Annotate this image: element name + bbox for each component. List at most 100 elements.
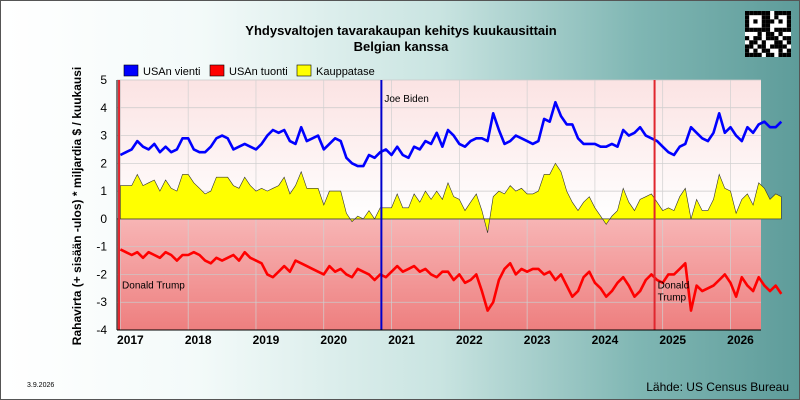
president-label-line: Trump xyxy=(658,292,687,303)
qr-module xyxy=(786,40,791,45)
qr-module xyxy=(774,36,779,41)
qr-module xyxy=(786,48,791,53)
qr-module xyxy=(770,31,775,37)
qr-module xyxy=(745,48,750,53)
qr-module xyxy=(753,19,758,24)
qr-module xyxy=(774,44,779,49)
y-tick-label: 3 xyxy=(100,129,107,143)
qr-module xyxy=(778,11,783,16)
x-tick-label: 2024 xyxy=(592,333,619,347)
qr-module xyxy=(782,52,787,57)
legend-label: USAn vienti xyxy=(143,66,200,78)
y-axis-ticks: 5 4 3 2 1 0 -1 -2 -3 -4 xyxy=(96,73,761,337)
qr-module xyxy=(786,27,791,32)
qr-module xyxy=(778,19,783,24)
qr-module xyxy=(761,19,766,24)
qr-module xyxy=(765,23,771,28)
x-tick-label: 2025 xyxy=(659,333,686,347)
qr-module xyxy=(745,36,750,41)
x-tick-label: 2020 xyxy=(320,333,347,347)
qr-module xyxy=(745,44,750,49)
qr-module xyxy=(778,44,783,49)
president-label-line: Joe Biden xyxy=(384,94,428,105)
qr-module xyxy=(761,23,766,28)
qr-module xyxy=(757,36,762,41)
qr-module xyxy=(782,27,787,32)
qr-module xyxy=(761,27,766,32)
qr-module xyxy=(745,27,750,32)
imports-line xyxy=(119,248,783,312)
chart-title: Yhdysvaltojen tavarakaupan kehitys kuuka… xyxy=(245,23,556,38)
qr-module xyxy=(761,48,766,53)
president-label: Joe Biden xyxy=(384,94,428,105)
qr-module xyxy=(745,23,750,28)
qr-module xyxy=(778,48,783,53)
qr-module xyxy=(761,44,766,49)
qr-module xyxy=(786,23,791,28)
x-tick-label: 2022 xyxy=(456,333,483,347)
qr-module xyxy=(765,11,771,16)
qr-module xyxy=(770,52,775,57)
qr-module xyxy=(749,44,754,49)
x-tick-label: 2018 xyxy=(185,333,212,347)
x-axis-ticks: 2017 2018 2019 2020 2021 2022 2023 2024 2025 2026 xyxy=(117,333,754,347)
qr-module xyxy=(765,15,771,20)
qr-module xyxy=(782,11,787,16)
series-lines xyxy=(119,100,783,312)
y-tick-label: -3 xyxy=(96,295,107,309)
legend: USAn vienti USAn tuonti Kauppatase xyxy=(123,64,375,78)
exports-line xyxy=(119,100,783,168)
qr-module xyxy=(745,52,750,57)
qr-module xyxy=(774,11,779,16)
y-tick-label: 1 xyxy=(100,184,107,198)
y-tick-label: -4 xyxy=(96,323,107,337)
qr-module xyxy=(786,52,791,57)
qr-module xyxy=(757,11,762,16)
qr-module xyxy=(765,31,771,37)
x-tick-label: 2026 xyxy=(727,333,754,347)
y-tick-label: 5 xyxy=(100,73,107,87)
y-tick-label: -2 xyxy=(96,267,107,281)
qr-module xyxy=(770,19,775,24)
qr-module xyxy=(765,19,771,24)
qr-module xyxy=(782,36,787,41)
qr-module xyxy=(761,40,766,45)
qr-module xyxy=(757,44,762,49)
date-stamp: 3.9.2026 xyxy=(27,382,54,389)
legend-swatch xyxy=(209,64,225,77)
qr-module xyxy=(778,27,783,32)
y-tick-label: 2 xyxy=(100,156,107,170)
qr-module xyxy=(774,40,779,45)
qr-module xyxy=(765,52,771,57)
legend-label: USAn tuonti xyxy=(229,66,288,78)
qr-module xyxy=(757,27,762,32)
y-tick-label: 0 xyxy=(100,212,107,226)
trade-balance-fill xyxy=(120,162,782,233)
trade-balance-area xyxy=(120,162,782,233)
qr-module xyxy=(753,11,758,16)
qr-module xyxy=(749,27,754,32)
president-label: Donald Trump xyxy=(122,280,185,291)
chart-subtitle: Belgian kanssa xyxy=(354,39,449,54)
qr-module xyxy=(753,36,758,41)
qr-module xyxy=(749,52,754,57)
qr-module xyxy=(765,27,771,32)
y-axis-label: Rahavirta (+ sisään -ulos) * miljardia $… xyxy=(70,67,84,345)
qr-module xyxy=(782,44,787,49)
qr-module xyxy=(778,52,783,57)
qr-code-icon xyxy=(745,11,791,57)
x-tick-label: 2019 xyxy=(253,333,280,347)
qr-module xyxy=(745,15,750,20)
qr-module xyxy=(761,11,766,16)
qr-module xyxy=(757,31,762,37)
qr-module xyxy=(778,31,783,37)
qr-module xyxy=(786,11,791,16)
qr-module xyxy=(745,11,750,16)
qr-module xyxy=(770,36,775,41)
qr-module xyxy=(761,15,766,20)
qr-module xyxy=(753,52,758,57)
qr-module xyxy=(774,27,779,32)
x-tick-label: 2017 xyxy=(117,333,144,347)
legend-swatch xyxy=(296,64,312,77)
